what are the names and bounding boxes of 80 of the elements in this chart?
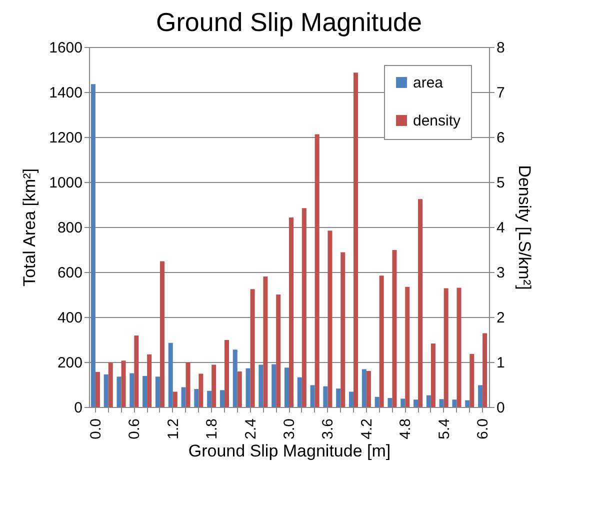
y2-tick-label: 0 [496,400,505,416]
bar [172,392,178,407]
x-tick-label: 4.8 [397,418,414,440]
bar [168,342,173,407]
bar [160,261,164,407]
bar [444,288,448,407]
y2-tick-label: 4 [496,220,505,236]
y-tick-label: 1200 [49,130,82,146]
y2-tick-label: 2 [496,310,505,326]
x-tick-label: 4.2 [358,418,376,440]
bar [400,398,406,407]
y2-tick-label: 3 [496,264,505,282]
x-tick-label: 0.0 [87,418,104,440]
bar [302,208,306,407]
bar [379,276,384,407]
x-tick-label: 2.4 [242,418,260,440]
y2-axis-title: Density [LS/km²] [514,165,534,290]
x-tick-label: 3.6 [320,418,337,440]
bar [478,385,483,407]
x-tick-label: 0.6 [126,418,144,440]
bar [456,288,462,407]
x-tick-label: 5.4 [436,418,453,440]
y2-tick-label: 1 [496,354,505,372]
bar [405,286,410,407]
bar [323,386,328,407]
bar [439,399,444,407]
bar [336,388,341,407]
bar [354,72,358,407]
bar [224,340,229,407]
bar [328,230,332,407]
bar [430,344,436,407]
y2-tick-label: 6 [496,130,505,146]
bar [374,396,380,407]
x-axis-title: Ground Slip Magnitude [m] [188,441,391,460]
y2-tick-label: 7 [496,84,505,102]
bar [90,84,96,407]
chart-title: Ground Slip Magnitude [156,7,422,37]
bar [314,134,320,407]
x-tick-label: 1.8 [204,418,221,440]
bar [284,368,289,407]
bar [95,372,100,407]
bar [155,376,160,407]
bar [414,400,418,407]
x-tick-label: 1.2 [164,418,182,440]
bar [426,395,431,407]
bar [470,354,474,407]
y-tick-label: 200 [57,354,82,372]
y-tick-label: 600 [57,264,82,282]
bar [276,294,281,407]
x-tick-label: 3.0 [281,418,298,440]
legend-label: density [413,112,462,130]
bar [392,250,397,407]
y-tick-label: 1600 [49,40,82,56]
y-tick-label: 1400 [49,84,82,102]
bar [134,335,139,407]
y-tick-label: 400 [57,310,82,326]
bar [465,400,470,407]
bar [482,333,488,407]
bar [297,377,302,407]
y-axis-title: Total Area [km²] [20,168,40,287]
y-tick-label: 0 [74,400,82,416]
bar [388,398,392,407]
bar [349,392,354,407]
legend-label: area [413,74,444,92]
bar [289,218,294,407]
bar [452,400,457,407]
bar [418,199,423,407]
bar [310,385,315,407]
y2-tick-label: 5 [496,174,505,192]
bar [186,362,190,407]
x-tick-label: 6.0 [474,418,492,440]
y-tick-label: 800 [57,220,82,236]
bar [340,252,346,407]
bar [250,289,255,407]
bar [212,364,216,407]
y-tick-label: 1000 [49,174,82,192]
bar [258,364,264,407]
bar [220,390,224,407]
y2-tick-label: 8 [496,40,505,56]
bar [263,276,268,407]
